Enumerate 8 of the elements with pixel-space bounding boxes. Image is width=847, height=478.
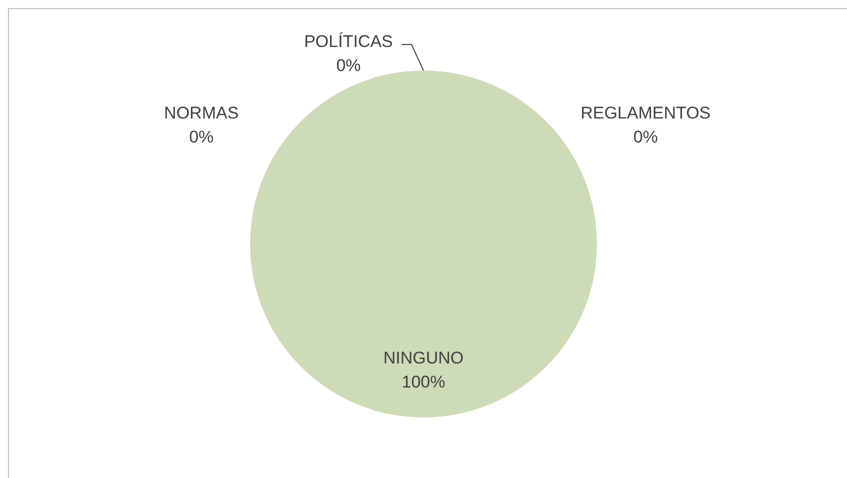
text: 0% — [189, 128, 214, 147]
text: 0% — [633, 128, 658, 147]
category-label: POLÍTICAS — [304, 32, 393, 52]
slice-label: NINGUNO — [383, 348, 464, 368]
category-label: REGLAMENTOS — [580, 104, 711, 123]
text: 0% — [336, 56, 361, 76]
data-label: 100% — [402, 372, 446, 392]
category-label: NORMAS — [164, 104, 239, 123]
